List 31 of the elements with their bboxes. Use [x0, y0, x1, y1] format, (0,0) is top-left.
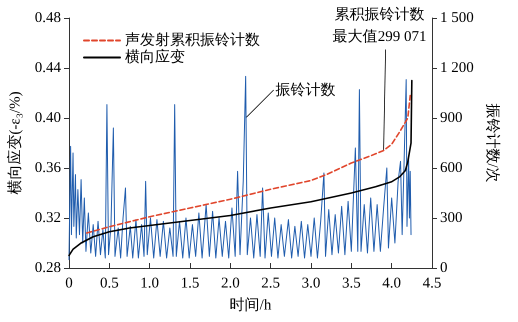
y2-tick-label: 300 [440, 210, 462, 226]
y2-tick-label: 900 [440, 110, 462, 126]
y2-tick-label: 0 [440, 260, 448, 276]
x-tick-label: 3.0 [302, 276, 320, 292]
y2-tick-label: 1 500 [440, 10, 474, 26]
annotation: 振铃计数 [276, 82, 336, 98]
y-tick-label: 0.40 [34, 110, 61, 126]
x-tick-label: 2.0 [220, 276, 240, 292]
x-tick-label: 4.5 [422, 276, 442, 292]
x-tick-label: 3.5 [342, 276, 361, 292]
y-tick-label: 0.44 [34, 60, 62, 76]
legend-label: 声发射累积振铃计数 [125, 32, 260, 48]
x-tick-label: 2.5 [261, 276, 280, 292]
annotation: 最大值299 071 [332, 28, 426, 45]
line-series [86, 94, 412, 234]
x-tick-label: 0.5 [100, 276, 119, 292]
y-tick-label: 0.32 [34, 210, 61, 226]
y-tick-label: 0.36 [34, 160, 62, 176]
y2-tick-label: 1 200 [440, 60, 474, 76]
y-tick-label: 0.28 [34, 260, 61, 276]
x-tick-label: 1.5 [180, 276, 200, 292]
y-tick-label: 0.48 [34, 10, 61, 26]
y-axis-title: 横向应变(-ε₃/%) [6, 91, 24, 195]
legend-label: 横向应变 [125, 48, 185, 66]
annotation: 累积振铃计数 [334, 6, 425, 23]
x-tick-label: 1.0 [140, 276, 160, 292]
x-tick-label: 4.0 [382, 276, 402, 292]
x-tick-label: 0 [65, 276, 73, 292]
y2-axis-title: 振铃计数/次 [484, 103, 502, 183]
x-axis-title: 时间/h [230, 296, 272, 314]
y2-tick-label: 600 [440, 160, 462, 176]
